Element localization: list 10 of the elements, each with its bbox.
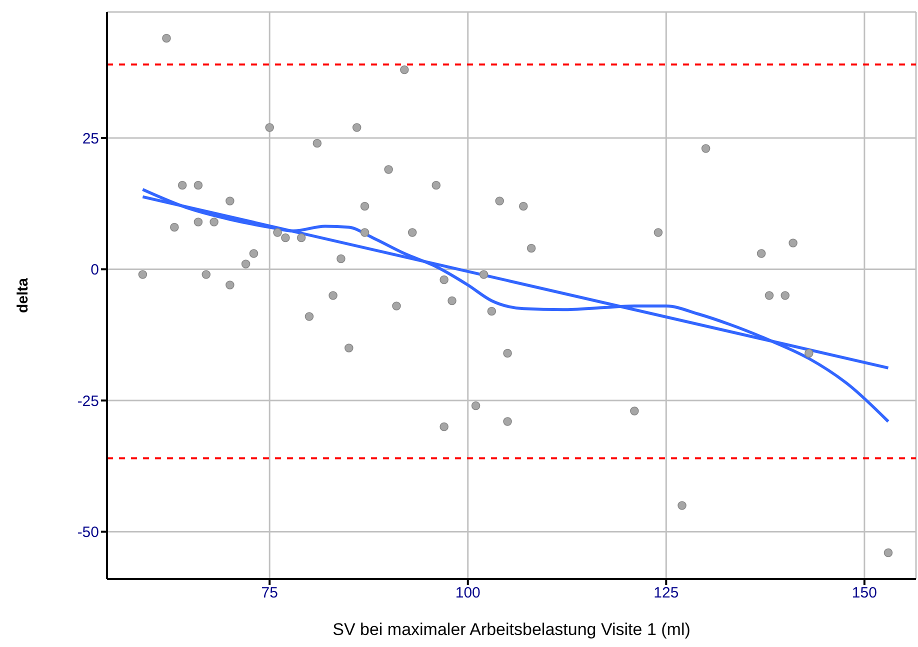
x-tick-label: 150 [852,584,877,602]
y-axis-title: delta [14,277,32,314]
x-tick-label: 100 [455,584,480,602]
x-tick-label: 75 [261,584,278,602]
y-tick-label: 25 [82,130,99,148]
x-tick-label: 125 [654,584,679,602]
y-tick-label: -50 [77,524,99,542]
y-tick-label: -25 [77,392,99,410]
y-tick-label: 0 [90,262,99,279]
x-axis-title: SV bei maximaler Arbeitsbelastung Visite 1 (ml) [332,620,690,639]
